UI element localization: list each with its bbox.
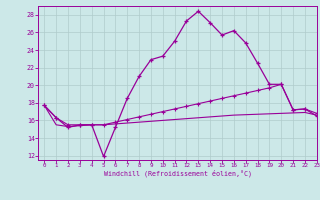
X-axis label: Windchill (Refroidissement éolien,°C): Windchill (Refroidissement éolien,°C) (104, 170, 252, 177)
